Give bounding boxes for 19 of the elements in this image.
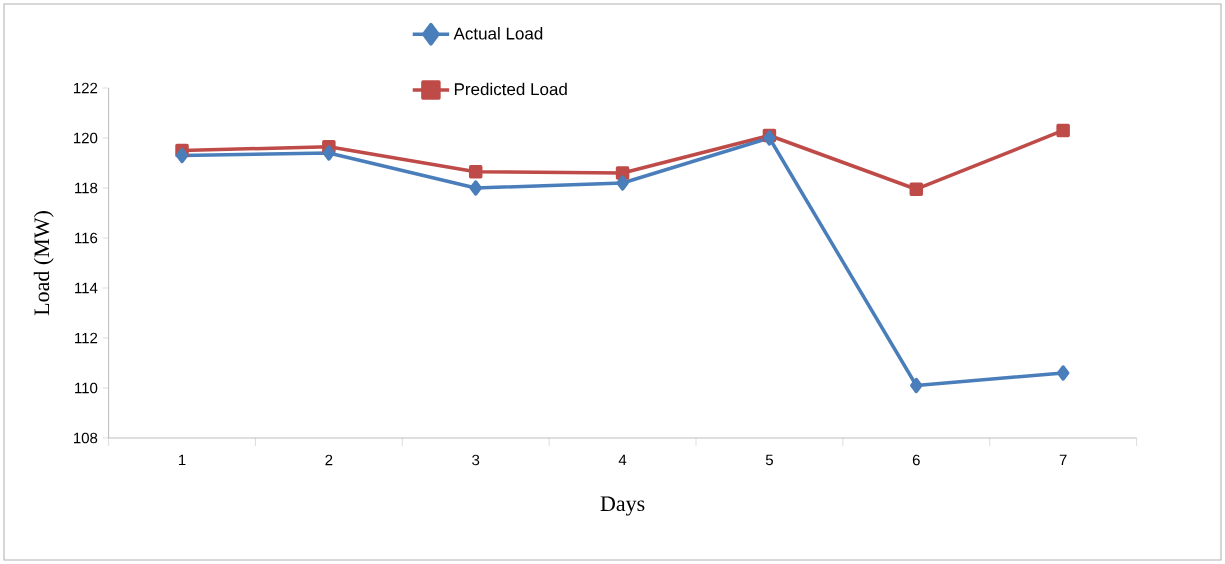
x-tick-label: 3 [472,454,480,466]
y-tick-label: 112 [75,332,98,344]
x-tick-label: 4 [618,454,627,466]
y-tick-label: 118 [75,182,98,194]
y-tick-label: 116 [75,232,98,244]
x-axis-title: Days [600,496,645,516]
y-tick-label: 120 [74,132,98,144]
legend-label: Actual Load [453,27,543,40]
y-tick-label: 122 [74,82,98,94]
y-tick-label: 110 [75,382,98,394]
y-tick-label: 108 [74,432,98,444]
x-tick-label: 5 [765,454,773,466]
x-tick-label: 7 [1059,454,1067,466]
x-tick-label: 1 [178,454,186,466]
legend-label: Predicted Load [454,82,567,96]
y-axis-title: Load (MW) [33,211,54,316]
y-tick-label: 114 [75,282,98,294]
x-tick-label: 6 [912,454,920,466]
x-tick-label: 2 [325,454,333,466]
